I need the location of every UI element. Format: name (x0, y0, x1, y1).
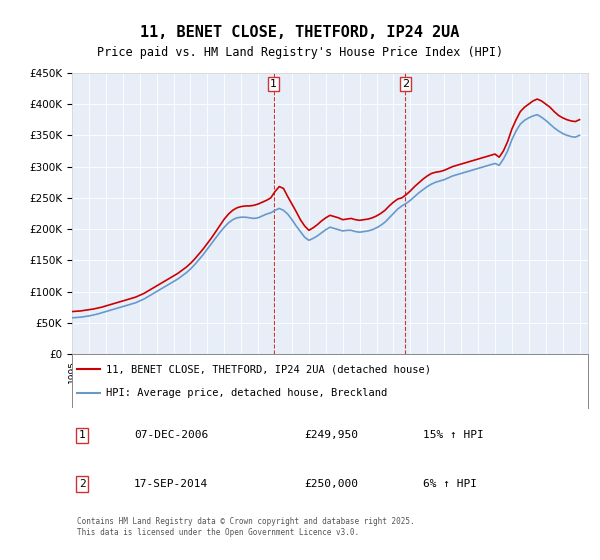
Text: 2: 2 (79, 479, 86, 489)
Text: 1: 1 (270, 79, 277, 89)
Text: 1: 1 (79, 431, 86, 440)
Text: 11, BENET CLOSE, THETFORD, IP24 2UA (detached house): 11, BENET CLOSE, THETFORD, IP24 2UA (det… (106, 364, 431, 374)
Text: 07-DEC-2006: 07-DEC-2006 (134, 431, 208, 440)
Text: HPI: Average price, detached house, Breckland: HPI: Average price, detached house, Brec… (106, 388, 387, 398)
Text: £249,950: £249,950 (304, 431, 358, 440)
Text: 17-SEP-2014: 17-SEP-2014 (134, 479, 208, 489)
Text: 2: 2 (402, 79, 409, 89)
Text: £250,000: £250,000 (304, 479, 358, 489)
Text: Price paid vs. HM Land Registry's House Price Index (HPI): Price paid vs. HM Land Registry's House … (97, 46, 503, 59)
Text: 11, BENET CLOSE, THETFORD, IP24 2UA: 11, BENET CLOSE, THETFORD, IP24 2UA (140, 25, 460, 40)
Text: 15% ↑ HPI: 15% ↑ HPI (423, 431, 484, 440)
Text: Contains HM Land Registry data © Crown copyright and database right 2025.
This d: Contains HM Land Registry data © Crown c… (77, 517, 415, 537)
Text: 6% ↑ HPI: 6% ↑ HPI (423, 479, 477, 489)
